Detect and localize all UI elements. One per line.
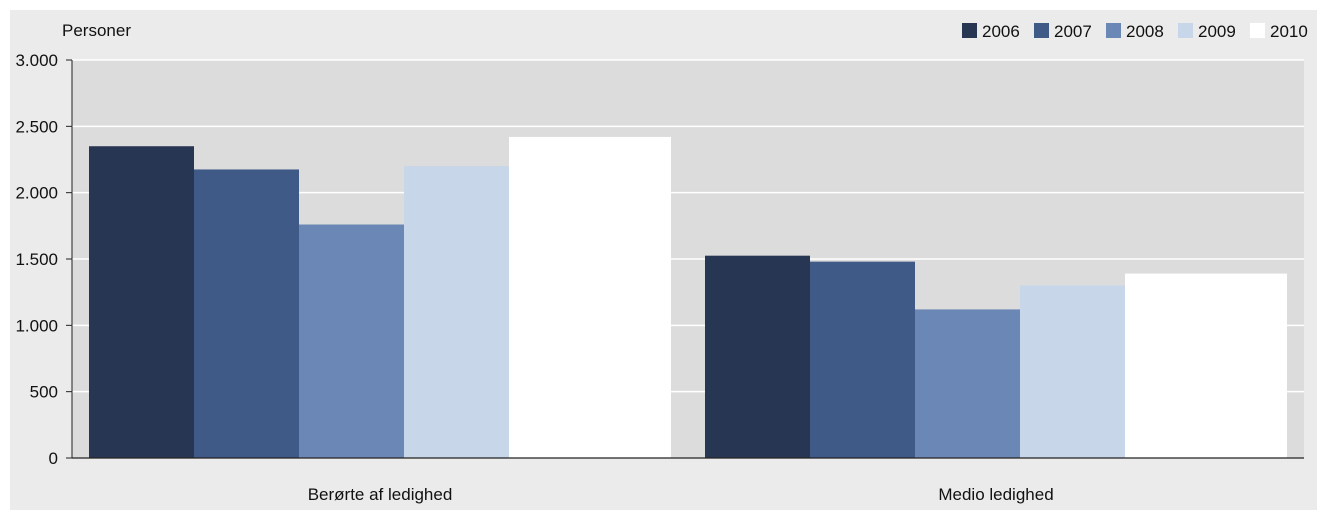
bar-2007-medio <box>810 261 915 458</box>
y-tick-label: 2.000 <box>15 184 58 203</box>
x-tick-label: Medio ledighed <box>938 485 1053 504</box>
legend-label-2007: 2007 <box>1054 22 1092 41</box>
y-axis-label: Personer <box>62 21 131 40</box>
legend-label-2010: 2010 <box>1270 22 1308 41</box>
bar-2006-berorte <box>89 146 194 458</box>
y-tick-label: 2.500 <box>15 117 58 136</box>
y-tick-label: 1.500 <box>15 250 58 269</box>
bar-2007-berorte <box>194 169 299 458</box>
bar-2008-berorte <box>299 224 404 458</box>
x-axis: Berørte af ledighed Medio ledighed <box>308 485 1054 504</box>
legend-label-2008: 2008 <box>1126 22 1164 41</box>
legend-swatch-2007 <box>1034 23 1049 38</box>
y-tick-label: 0 <box>49 449 58 468</box>
y-tick-label: 500 <box>30 383 58 402</box>
bars <box>89 136 1287 459</box>
y-axis: 0 500 1.000 1.500 2.000 2.500 3.000 <box>15 51 73 468</box>
legend: 2006 2007 2008 2009 2010 <box>962 22 1308 41</box>
bar-2006-medio <box>705 255 810 458</box>
bar-2010-berorte <box>509 136 671 459</box>
bar-2010-medio <box>1125 273 1287 458</box>
legend-label-2006: 2006 <box>982 22 1020 41</box>
legend-swatch-2008 <box>1106 23 1121 38</box>
legend-label-2009: 2009 <box>1198 22 1236 41</box>
bar-2009-berorte <box>404 166 509 458</box>
x-tick-label: Berørte af ledighed <box>308 485 453 504</box>
legend-swatch-2010 <box>1250 23 1265 38</box>
bar-2008-medio <box>915 309 1020 458</box>
legend-swatch-2006 <box>962 23 977 38</box>
legend-swatch-2009 <box>1178 23 1193 38</box>
y-tick-label: 3.000 <box>15 51 58 70</box>
bar-2009-medio <box>1020 285 1125 458</box>
y-tick-label: 1.000 <box>15 316 58 335</box>
